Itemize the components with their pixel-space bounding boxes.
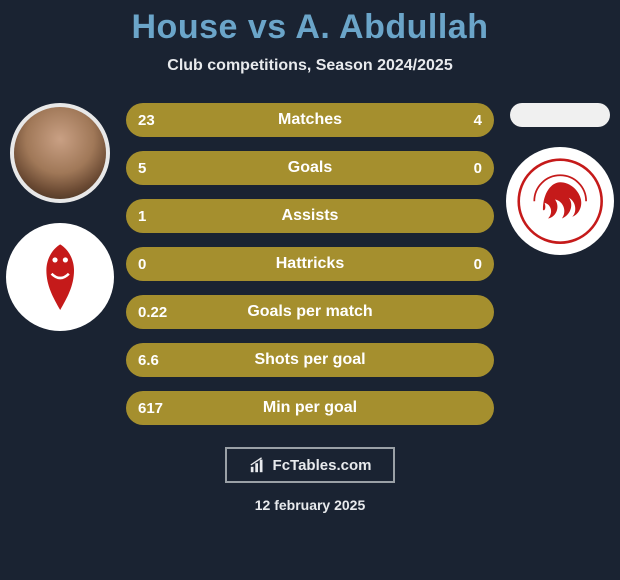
crest-left-icon [17, 234, 103, 320]
avatar-face-icon [14, 107, 106, 199]
stat-label: Matches [208, 111, 412, 129]
player-left-avatar [10, 103, 110, 203]
stat-row: 617 Min per goal [126, 391, 494, 425]
stat-right-value: 0 [412, 256, 482, 273]
stat-label: Hattricks [208, 255, 412, 273]
stat-left-value: 0 [138, 256, 208, 273]
stat-label: Goals per match [208, 303, 412, 321]
brand-badge: FcTables.com [225, 447, 395, 483]
stat-left-value: 0.22 [138, 304, 208, 321]
stat-row: 0.22 Goals per match [126, 295, 494, 329]
stat-row: 1 Assists [126, 199, 494, 233]
chart-icon [249, 456, 267, 474]
stat-row: 6.6 Shots per goal [126, 343, 494, 377]
right-column [500, 103, 620, 255]
brand-label: FcTables.com [273, 457, 372, 474]
player-left-club-crest [6, 223, 114, 331]
stat-label: Min per goal [208, 399, 412, 417]
left-column [0, 103, 120, 331]
player-right-club-crest [506, 147, 614, 255]
stat-left-value: 6.6 [138, 352, 208, 369]
subtitle: Club competitions, Season 2024/2025 [167, 57, 452, 75]
comparison-area: 23 Matches 4 5 Goals 0 1 Assists 0 Hattr… [0, 103, 620, 425]
stat-left-value: 1 [138, 208, 208, 225]
stat-label: Goals [208, 159, 412, 177]
stat-label: Shots per goal [208, 351, 412, 369]
stat-label: Assists [208, 207, 412, 225]
stat-right-value: 0 [412, 160, 482, 177]
stats-list: 23 Matches 4 5 Goals 0 1 Assists 0 Hattr… [120, 103, 500, 425]
stat-row: 5 Goals 0 [126, 151, 494, 185]
stat-right-value: 4 [412, 112, 482, 129]
page-title: House vs A. Abdullah [132, 8, 489, 47]
stat-left-value: 617 [138, 400, 208, 417]
player-right-avatar-placeholder [510, 103, 610, 127]
date-label: 12 february 2025 [255, 497, 366, 513]
stat-left-value: 5 [138, 160, 208, 177]
stat-row: 0 Hattricks 0 [126, 247, 494, 281]
crest-right-icon [517, 158, 603, 244]
stat-left-value: 23 [138, 112, 208, 129]
stat-row: 23 Matches 4 [126, 103, 494, 137]
